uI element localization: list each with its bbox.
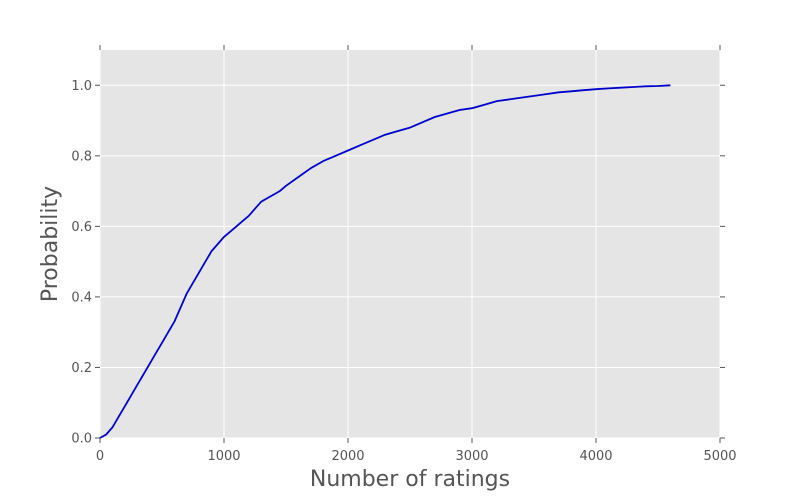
x-tick-label: 0 bbox=[96, 449, 104, 464]
x-tick-label: 3000 bbox=[455, 449, 488, 464]
series-line-0 bbox=[99, 84, 671, 439]
axis-frame bbox=[95, 45, 725, 443]
y-tick-label: 0.2 bbox=[71, 361, 92, 376]
y-tick-label: 0.4 bbox=[71, 290, 92, 305]
x-tick-label: 2000 bbox=[331, 449, 364, 464]
y-axis-title: Probability bbox=[38, 186, 63, 302]
grid-lines bbox=[99, 50, 721, 439]
x-tick-label: 1000 bbox=[207, 449, 240, 464]
x-tick-label: 5000 bbox=[703, 449, 736, 464]
x-tick-label: 4000 bbox=[579, 449, 612, 464]
plot-area-background bbox=[100, 50, 720, 438]
y-tick-label: 0.6 bbox=[71, 220, 92, 235]
y-axis-ticks: 0.0 0.2 0.4 0.6 0.8 1.0 bbox=[71, 79, 92, 447]
y-tick-label: 0.0 bbox=[71, 432, 92, 447]
x-axis-title: Number of ratings bbox=[310, 467, 510, 492]
x-axis-ticks: 0 1000 2000 3000 4000 5000 bbox=[96, 449, 737, 464]
y-tick-label: 0.8 bbox=[71, 149, 92, 164]
series-layer bbox=[99, 84, 671, 439]
y-tick-label: 1.0 bbox=[71, 79, 92, 94]
